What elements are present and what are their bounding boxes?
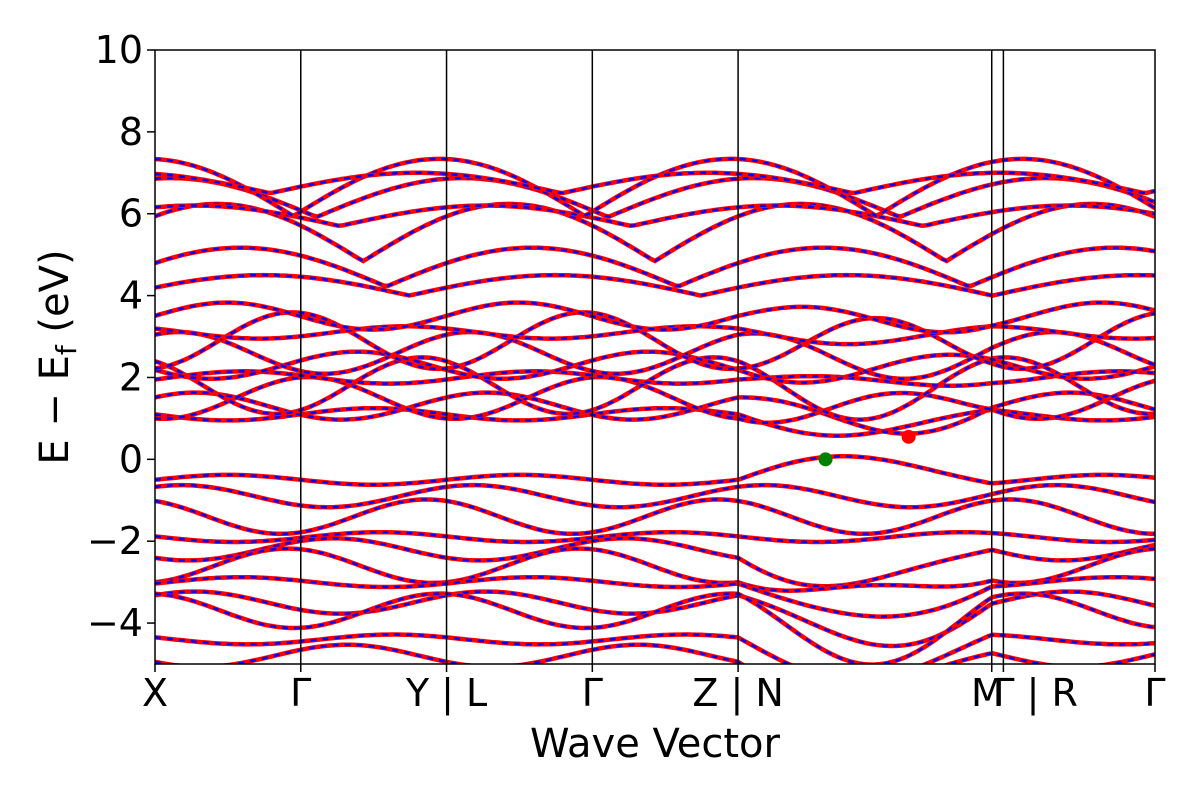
band-line-blue: [155, 246, 1155, 288]
x-tick-label: Γ | R: [993, 671, 1078, 716]
band-line-blue: [155, 176, 1155, 218]
x-tick-label: Z | N: [692, 671, 783, 716]
y-tick-label: −4: [87, 601, 143, 645]
y-tick-label: 4: [119, 274, 143, 318]
band-line-red: [155, 529, 1155, 545]
band-line-blue: [155, 301, 1155, 334]
y-tick-label: 0: [119, 437, 143, 481]
band-line-blue: [155, 643, 1155, 664]
y-tick-label: 10: [95, 28, 143, 72]
y-tick-label: 6: [119, 192, 143, 236]
x-axis-ticks: X Γ Y | L Γ Z | N MΓ | R Γ: [142, 664, 1166, 716]
band-line-red: [155, 329, 1155, 382]
band-line-blue: [155, 498, 1155, 536]
band-line-red: [155, 454, 1155, 487]
y-tick-label: −2: [87, 519, 143, 563]
band-edge-markers: [818, 429, 916, 467]
y-tick-label: 2: [119, 355, 143, 399]
y-axis-label-unit: (eV): [32, 249, 78, 345]
band-line-blue: [155, 575, 1155, 618]
band-line-blue: [155, 311, 1155, 371]
band-line-blue: [155, 204, 1155, 227]
band-line-blue: [155, 157, 1155, 218]
band-line-red: [155, 591, 1155, 664]
band-line-red: [155, 245, 1155, 289]
y-tick-label: 8: [119, 110, 143, 154]
band-line-blue: [155, 633, 1155, 664]
band-line-blue: [155, 455, 1155, 486]
kpoint-divider-lines: [300, 50, 1005, 664]
band-line-blue: [155, 202, 1155, 263]
y-axis-label-main: E − E: [32, 355, 78, 465]
cbm-marker: [901, 429, 916, 444]
band-line-blue: [155, 171, 1155, 195]
x-tick-label: Y | L: [405, 671, 487, 716]
y-axis-label-sub: f: [50, 344, 83, 355]
x-tick-label: Γ: [290, 671, 311, 715]
vbm-marker: [818, 452, 833, 467]
x-tick-label: X: [142, 671, 168, 715]
band-line-blue: [155, 590, 1155, 648]
band-line-blue: [155, 592, 1155, 664]
y-axis-label: E − Ef (eV): [32, 249, 83, 464]
band-line-blue: [155, 547, 1155, 592]
x-axis-label: Wave Vector: [530, 721, 781, 767]
band-line-blue: [155, 537, 1155, 588]
band-lines: [155, 156, 1155, 664]
x-tick-label: Γ: [1144, 671, 1165, 715]
plot-frame: [154, 49, 1156, 665]
band-line-blue: [155, 483, 1155, 509]
band-line-red: [155, 369, 1155, 388]
x-tick-label: M: [971, 671, 1004, 715]
band-line-blue: [155, 273, 1155, 297]
x-tick-label: Γ: [582, 671, 603, 715]
band-line-blue: [155, 350, 1155, 384]
y-axis-ticks: 10 8 6 4 2 0 −2 −4: [87, 28, 155, 645]
